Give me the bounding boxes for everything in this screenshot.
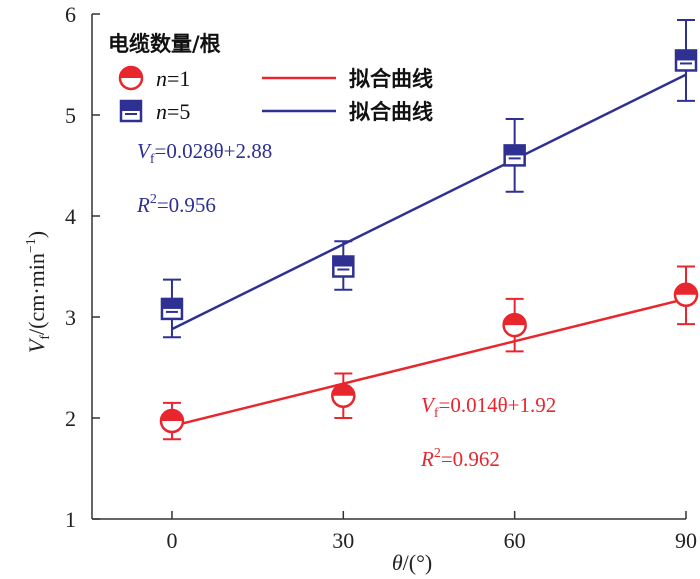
- fit-r2-n1-body: =0.962: [441, 447, 500, 471]
- data-point-n5: [503, 144, 526, 167]
- fit-equation-n5-sub: f: [150, 152, 155, 167]
- y-axis-title: Vf/(cm·min−1): [24, 231, 53, 353]
- marker-fill-top: [333, 256, 354, 267]
- legend-label-var: n: [156, 99, 167, 124]
- legend-title: 电缆数量/根: [108, 32, 221, 56]
- marker-fill-top: [503, 314, 526, 326]
- data-point-n1: [502, 312, 527, 338]
- data-point-n5: [674, 49, 698, 72]
- fit-equation-n1-body: =0.014θ+1.92: [439, 393, 557, 417]
- fit-line-n1: [171, 297, 687, 428]
- fit-r2-n1-sup: 2: [434, 446, 441, 461]
- x-tick-label: 30: [332, 528, 354, 553]
- legend-label-var: n: [156, 66, 167, 91]
- marker-fill-top: [332, 384, 355, 396]
- legend-label-value: =5: [167, 99, 190, 124]
- fit-equation-n1-sub: f: [434, 406, 439, 421]
- y-axis-title-sub: f: [38, 335, 53, 340]
- y-tick-label: 6: [65, 2, 76, 27]
- y-tick-label: 2: [65, 406, 76, 431]
- fit-equation-n5-body: =0.028θ+2.88: [155, 139, 273, 163]
- legend-marker-n5: [119, 99, 143, 123]
- y-tick-label: 1: [65, 507, 76, 532]
- x-axis-title: θ/(°): [392, 550, 432, 575]
- x-tick-label: 0: [166, 528, 177, 553]
- marker-fill-top: [160, 410, 183, 422]
- legend-label-n1: n=1: [156, 66, 190, 91]
- data-markers: [159, 49, 699, 434]
- fit-r2-n5: R2=0.956: [136, 192, 216, 217]
- legend-fit-label-n1: 拟合曲线: [349, 67, 433, 91]
- marker-fill-top: [675, 283, 698, 295]
- legend-label-n5: n=5: [156, 99, 190, 124]
- data-point-n1: [159, 408, 185, 434]
- y-tick-label: 5: [65, 103, 76, 128]
- fit-equation-n5: Vf=0.028θ+2.88: [137, 139, 272, 167]
- legend-entries: n=1 拟合曲线 n=5 拟合曲线: [118, 65, 433, 124]
- fit-r2-n5-var: R: [136, 193, 150, 217]
- x-tick-label: 90: [675, 528, 697, 553]
- fit-r2-n1-var: R: [420, 447, 434, 471]
- y-axis-title-sup: −1: [24, 238, 39, 253]
- fit-equation-n1-var: V: [421, 393, 436, 417]
- data-point-n5: [160, 297, 184, 321]
- fit-r2-n5-body: =0.956: [157, 193, 216, 217]
- legend-label-value: =1: [167, 66, 190, 91]
- fit-lines: [171, 73, 687, 428]
- x-axis-title-unit: /(°): [403, 550, 433, 575]
- fit-equation-n5-var: V: [137, 139, 152, 163]
- y-axis-title-close: ): [24, 231, 49, 238]
- marker-fill-top: [161, 298, 182, 309]
- fit-line-n5: [171, 73, 687, 331]
- y-tick-label: 4: [65, 204, 76, 229]
- legend: 电缆数量/根 n=1 拟合曲线 n=5 拟合曲线: [108, 32, 433, 124]
- fit-r2-n1: R2=0.962: [420, 446, 500, 471]
- marker-fill-top: [504, 145, 525, 156]
- fit-r2-n5-sup: 2: [150, 192, 157, 207]
- y-axis-title-unit: /(cm·min: [24, 253, 49, 335]
- data-point-n1: [331, 383, 356, 409]
- y-axis-title-symbol: V: [24, 337, 49, 353]
- y-tick-label: 3: [65, 305, 76, 330]
- marker-fill-top: [120, 67, 142, 78]
- data-point-n1: [673, 282, 699, 308]
- marker-fill-top: [121, 101, 141, 111]
- x-axis-title-symbol: θ: [392, 550, 403, 575]
- fit-equation-n1: Vf=0.014θ+1.92: [421, 393, 556, 421]
- marker-fill-top: [676, 50, 696, 61]
- legend-marker-n1: [118, 65, 144, 91]
- x-tick-label: 60: [504, 528, 526, 553]
- legend-fit-label-n5: 拟合曲线: [349, 100, 433, 124]
- data-point-n5: [332, 255, 355, 278]
- axes: [91, 14, 686, 520]
- fit-annotations: Vf=0.028θ+2.88 R2=0.956 Vf=0.014θ+1.92 R…: [136, 139, 556, 471]
